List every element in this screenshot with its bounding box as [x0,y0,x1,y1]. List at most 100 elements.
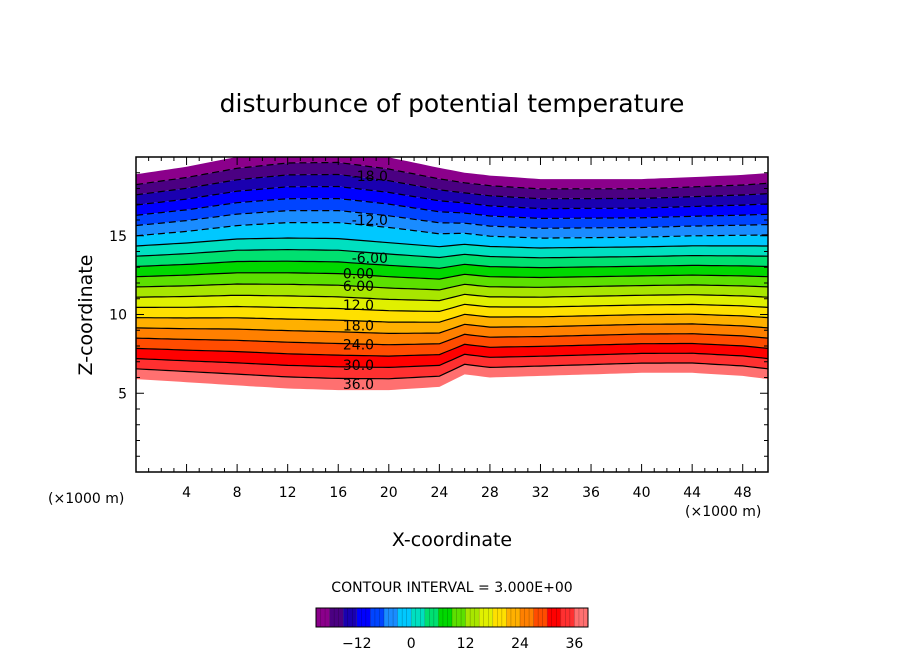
contour-label: 18.0 [343,319,374,335]
colorbar-swatch [316,608,330,627]
colorbar-swatch [356,608,371,627]
colorbar-swatch [506,608,520,627]
x-tick-label: 40 [633,485,651,501]
contour-band [136,249,768,269]
contour-band [136,333,768,357]
contour-line [136,303,768,313]
contour-line [136,323,768,334]
contour-label: 0.00 [343,267,374,283]
colorbar-frame [315,607,589,628]
contour-label: 30.0 [343,358,374,374]
contour-label: -18.0 [352,169,388,185]
contour-band [136,314,768,334]
colorbar-swatch [329,608,344,627]
y-tick-labels: 5 10 15 [109,229,127,403]
x-tick-label: 44 [683,485,701,501]
x-tick-label: 48 [734,485,752,501]
contour-labels: -18.0 -12.0 -6.000.006.00 12.0 18.0 24.0 30.0 3… [343,169,388,393]
x-tick-label: 32 [532,485,550,501]
x-tick-labels: 4 8 12 16 20 24 28 32 36 40 44 48 [182,485,752,501]
contour-band [136,198,768,229]
colorbar-swatch [492,608,507,627]
colorbar-tick-label: 0 [407,636,416,652]
contour-band [136,157,768,189]
colorbar-swatch [465,608,480,627]
y-axis-title: Z-coordinate [75,255,97,376]
contour-label: 24.0 [343,337,374,353]
contour-fill-bands [136,157,768,391]
contour-band [136,261,768,280]
colorbar-tick-labels: −12 0 12 24 36 [342,636,583,652]
contour-band [136,353,768,379]
contour-line [136,362,768,380]
colorbar-tick-label: −12 [342,636,372,652]
contour-line [136,283,768,291]
contour-label: 12.0 [343,298,374,314]
colorbar-swatch [370,608,384,627]
contour-band [136,238,768,258]
colorbar-tick-label: 24 [511,636,529,652]
contour-line [136,237,768,249]
contour-label: -12.0 [352,213,388,229]
contour-band [136,363,768,391]
x-tick-label: 36 [582,485,600,501]
contour-line [136,161,768,190]
contour-band [136,210,768,239]
y-tick-label: 10 [109,308,127,324]
contour-line [136,342,768,357]
colorbar-swatch [520,608,534,627]
contour-line [136,272,768,280]
contour-interval-label: CONTOUR INTERVAL = 3.000E+00 [331,580,572,596]
contour-band [136,174,768,209]
x-tick-label: 4 [182,485,191,501]
colorbar-swatch [397,608,412,627]
x-tick-label: 16 [329,485,347,501]
contour-band [136,323,768,345]
contour-line [136,198,768,219]
contour-line [136,333,768,346]
y-unit-label: (×1000 m) [48,491,124,507]
contour-line [136,185,768,210]
contour-label: 36.0 [343,377,374,393]
colorbar-tick-label: 36 [565,636,583,652]
contour-line [136,293,768,302]
colorbar-tick-label: 12 [457,636,475,652]
contour-band [136,162,768,199]
x-tick-label: 28 [481,485,499,501]
colorbar-swatch [574,608,588,627]
contour-band [136,304,768,323]
contour-line [136,352,768,369]
contour-line [136,173,768,200]
x-unit-label: (×1000 m) [685,504,761,520]
colorbar-swatch [479,608,493,627]
x-tick-label: 24 [430,485,448,501]
colorbar-swatch [411,608,425,627]
colorbar-swatch [438,608,452,627]
y-tick-label: 5 [118,386,127,402]
contour-label: -6.00 [352,251,388,267]
colorbar-swatch [533,608,548,627]
contour-line [136,260,768,269]
colorbar-swatch [560,608,575,627]
contour-line [136,248,768,259]
x-tick-label: 20 [380,485,398,501]
contour-line [136,313,768,323]
contour-band [136,222,768,248]
colorbar-swatch [547,608,561,627]
colorbar-swatch [343,608,357,627]
contour-label: 6.00 [343,279,374,295]
colorbar-swatch [452,608,466,627]
contour-line [136,210,768,229]
colorbar-swatch [384,608,398,627]
x-tick-label: 12 [279,485,297,501]
contour-line [136,222,768,239]
colorbar-swatch [424,608,439,627]
chart-title: disturbunce of potential temperature [220,89,685,118]
y-tick-label: 15 [109,229,127,245]
colorbar [315,608,589,627]
contour-band [136,343,768,368]
x-tick-label: 8 [233,485,242,501]
contour-band [136,186,768,219]
contour-lines [136,161,768,380]
